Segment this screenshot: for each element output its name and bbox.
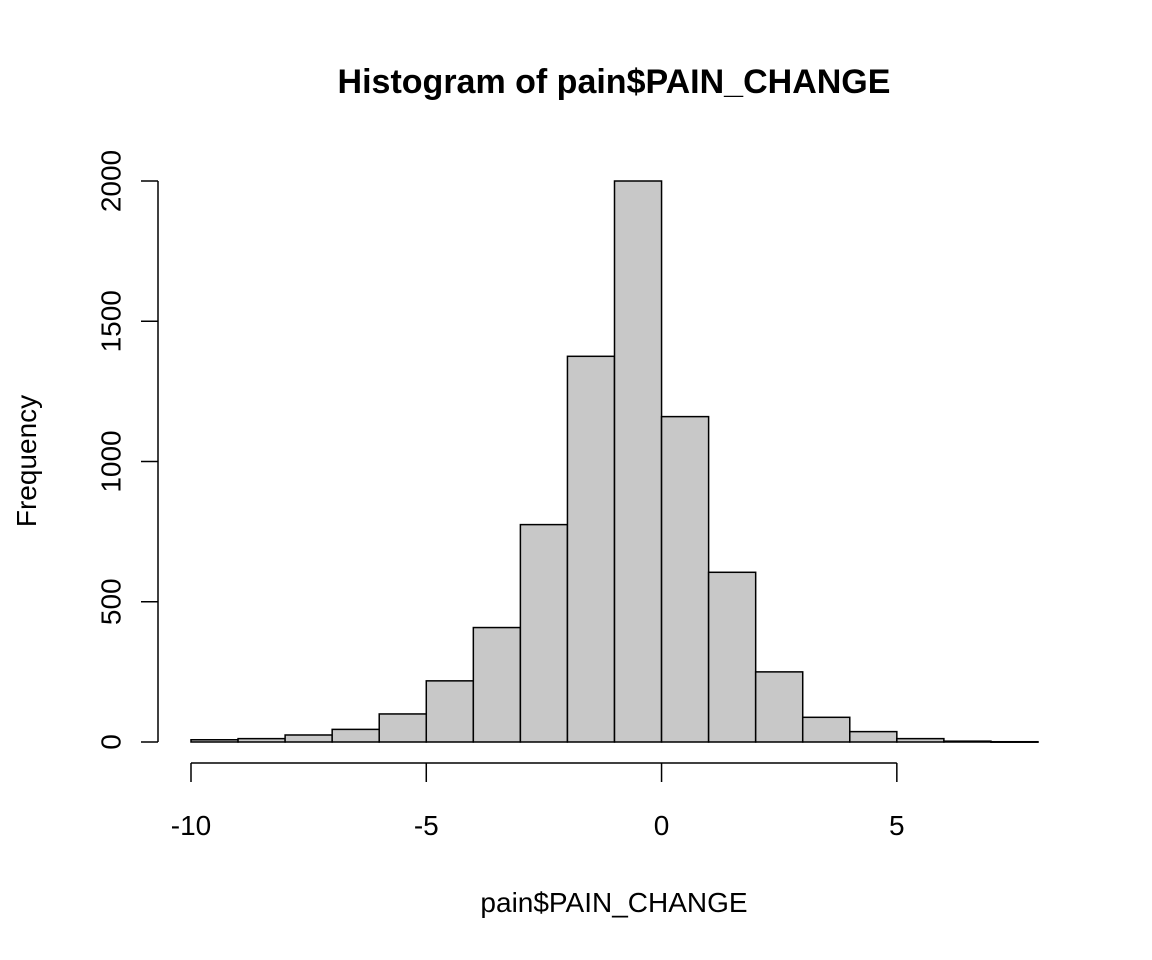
bars-group <box>190 180 1039 743</box>
histogram-bar <box>331 728 380 743</box>
y-tick-label: 1000 <box>96 430 127 492</box>
histogram-bar <box>990 740 1039 743</box>
histogram-bar <box>519 523 569 743</box>
histogram-bar <box>754 671 804 743</box>
histogram-bar <box>566 355 616 743</box>
histogram-bar <box>237 737 286 743</box>
x-axis-label: pain$PAIN_CHANGE <box>480 887 747 918</box>
y-tick-label: 2000 <box>96 150 127 212</box>
histogram-bar <box>660 415 710 743</box>
histogram-bar <box>801 716 851 743</box>
histogram-bar <box>284 734 333 743</box>
histogram-bar <box>613 180 663 743</box>
y-axis: 0 500 1000 1500 2000 <box>96 150 159 750</box>
x-tick-label: -10 <box>171 810 211 841</box>
histogram-bar <box>943 740 992 743</box>
y-axis-label: Frequency <box>11 395 42 527</box>
histogram-bar <box>849 730 898 743</box>
histogram-bar <box>472 626 522 743</box>
histogram-bar <box>707 571 757 743</box>
histogram-bar <box>425 680 475 743</box>
x-tick-label: -5 <box>414 810 439 841</box>
x-tick-label: 0 <box>654 810 670 841</box>
x-tick-label: 5 <box>889 810 905 841</box>
y-tick-label: 500 <box>96 578 127 625</box>
chart-title: Histogram of pain$PAIN_CHANGE <box>338 63 891 101</box>
histogram-bar <box>190 739 239 743</box>
histogram-bar <box>896 737 945 743</box>
x-axis: -10 -5 0 5 <box>171 762 905 841</box>
y-tick-label: 1500 <box>96 290 127 352</box>
y-tick-label: 0 <box>96 734 127 750</box>
histogram-bar <box>378 713 428 743</box>
